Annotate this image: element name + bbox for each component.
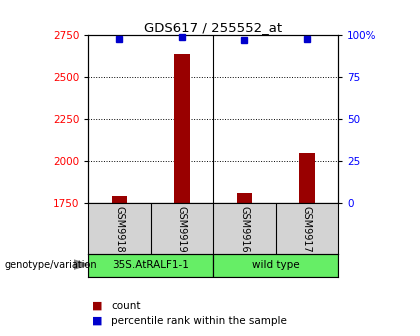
Bar bbox=[112, 196, 127, 203]
Title: GDS617 / 255552_at: GDS617 / 255552_at bbox=[144, 21, 282, 34]
Text: wild type: wild type bbox=[252, 260, 299, 270]
Bar bbox=[213, 254, 338, 277]
Text: genotype/variation: genotype/variation bbox=[4, 260, 97, 270]
Text: GSM9917: GSM9917 bbox=[302, 206, 312, 253]
Bar bbox=[236, 193, 252, 203]
Text: ■: ■ bbox=[92, 316, 103, 326]
Text: percentile rank within the sample: percentile rank within the sample bbox=[111, 316, 287, 326]
Text: GSM9916: GSM9916 bbox=[239, 206, 249, 252]
Bar bbox=[174, 54, 190, 203]
Text: GSM9919: GSM9919 bbox=[177, 206, 187, 252]
Text: ■: ■ bbox=[92, 301, 103, 311]
Polygon shape bbox=[74, 260, 88, 269]
Bar bbox=[88, 254, 213, 277]
Bar bbox=[299, 153, 315, 203]
Text: GSM9918: GSM9918 bbox=[114, 206, 124, 252]
Text: count: count bbox=[111, 301, 141, 311]
Text: 35S.AtRALF1-1: 35S.AtRALF1-1 bbox=[112, 260, 189, 270]
